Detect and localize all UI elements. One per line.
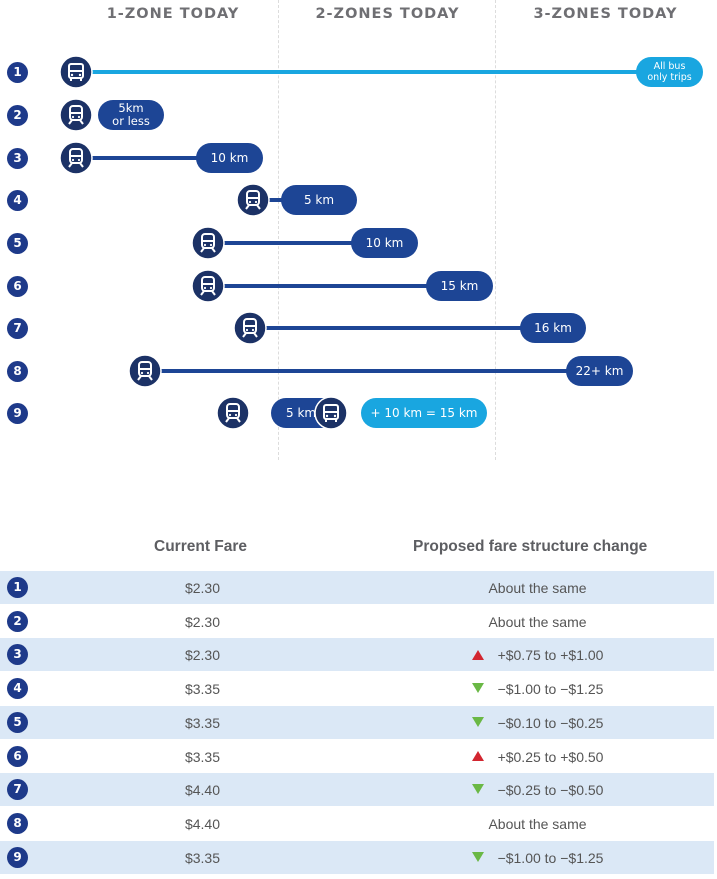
fare-change-cell: +$0.25 to +$0.50 xyxy=(360,749,715,765)
trip-number-badge: 3 xyxy=(7,644,28,666)
proposed-change-header: Proposed fare structure change xyxy=(413,538,648,555)
trip-number-badge: 2 xyxy=(7,105,28,126)
train-icon xyxy=(191,269,225,303)
train-icon xyxy=(59,98,93,132)
trip-number-badge: 9 xyxy=(7,403,28,424)
fare-change-cell: About the same xyxy=(360,614,715,630)
zone-header-2: 2-ZONES TODAY xyxy=(315,6,460,22)
trip-distance-pill: 5 km xyxy=(281,185,357,215)
trip-line xyxy=(76,70,640,74)
trip-number-badge: 5 xyxy=(7,233,28,254)
decrease-arrow-icon xyxy=(471,683,484,694)
trip-number-badge: 5 xyxy=(7,711,28,733)
current-fare-cell: $3.35 xyxy=(184,681,221,698)
fare-change-cell: −$0.10 to −$0.25 xyxy=(360,715,715,731)
current-fare-cell: $2.30 xyxy=(184,613,221,630)
zone-divider xyxy=(495,0,496,460)
trip-distance-pill: 15 km xyxy=(426,271,493,301)
current-fare-cell: $4.40 xyxy=(184,782,221,799)
train-icon xyxy=(59,141,93,175)
trip-line xyxy=(208,284,430,288)
table-row: 8 $4.40 About the same xyxy=(0,807,714,840)
trip-number-badge: 2 xyxy=(7,610,28,632)
table-row: 3 $2.30 +$0.75 to +$1.00 xyxy=(0,638,715,672)
trip-number-badge: 3 xyxy=(7,148,28,169)
trip-number-badge: 4 xyxy=(7,190,28,211)
trip-distance-pill: 10 km xyxy=(351,228,418,258)
current-fare-cell: $2.30 xyxy=(184,580,221,596)
trip-number-badge: 7 xyxy=(7,318,28,339)
trip-number-badge: 7 xyxy=(7,779,28,801)
train-icon xyxy=(233,311,267,345)
trip-line xyxy=(145,369,570,373)
zone-header-3: 3-ZONES TODAY xyxy=(533,6,678,22)
trip-number-badge: 8 xyxy=(7,361,28,382)
table-row: 6 $3.35 +$0.25 to +$0.50 xyxy=(0,740,714,773)
table-row: 7 $4.40 −$0.25 to −$0.50 xyxy=(0,773,715,807)
fare-change-text: −$0.25 to −$0.50 xyxy=(497,782,604,799)
fare-change-text: About the same xyxy=(488,613,587,630)
trip-distance-pill: 22+ km xyxy=(566,356,633,386)
fare-change-cell: −$0.25 to −$0.50 xyxy=(360,782,715,798)
fare-change-text: +$0.25 to +$0.50 xyxy=(497,748,604,765)
fare-change-cell: About the same xyxy=(360,816,715,832)
decrease-arrow-icon xyxy=(471,717,484,728)
table-row: 5 $3.35 −$0.10 to −$0.25 xyxy=(0,705,715,739)
trip-number-badge: 9 xyxy=(7,846,28,868)
table-row: 9 $3.35 −$1.00 to −$1.25 xyxy=(0,840,715,874)
current-fare-header: Current Fare xyxy=(154,538,248,555)
fare-change-text: About the same xyxy=(488,580,587,596)
trip-distance-pill: 5km or less xyxy=(98,100,164,130)
trip-distance-extra: + 10 km = 15 km xyxy=(361,398,487,428)
table-row: 1 $2.30 About the same xyxy=(0,571,714,604)
train-icon xyxy=(216,396,250,430)
current-fare-cell: $4.40 xyxy=(184,815,221,832)
decrease-arrow-icon xyxy=(471,784,484,795)
trip-distance-pill: 10 km xyxy=(196,143,263,173)
current-fare-cell: $2.30 xyxy=(184,647,221,664)
trip-distance-pill: All bus only trips xyxy=(636,57,703,87)
fare-change-cell: +$0.75 to +$1.00 xyxy=(360,647,715,663)
bus-icon xyxy=(59,55,93,89)
increase-arrow-icon xyxy=(471,649,484,660)
current-fare-cell: $3.35 xyxy=(184,748,221,765)
trip-distance-pill: 16 km xyxy=(520,313,586,343)
train-icon xyxy=(191,226,225,260)
trip-line xyxy=(76,156,200,160)
trip-number-badge: 8 xyxy=(7,812,28,834)
current-fare-cell: $3.35 xyxy=(184,849,221,866)
fare-change-cell: About the same xyxy=(360,580,715,596)
fare-change-text: −$1.00 to −$1.25 xyxy=(497,681,604,698)
train-icon xyxy=(236,183,270,217)
fare-change-text: −$0.10 to −$0.25 xyxy=(497,714,604,731)
trip-number-badge: 1 xyxy=(7,577,28,598)
fare-change-text: +$0.75 to +$1.00 xyxy=(497,647,604,664)
bus-icon xyxy=(314,396,348,430)
trip-line xyxy=(208,241,355,245)
fare-change-text: About the same xyxy=(488,815,587,832)
trip-number-badge: 6 xyxy=(7,745,28,767)
zone-header-1: 1-ZONE TODAY xyxy=(106,6,240,22)
table-row: 2 $2.30 About the same xyxy=(0,605,714,638)
trip-number-badge: 4 xyxy=(7,678,28,700)
increase-arrow-icon xyxy=(471,750,484,761)
trip-line xyxy=(250,326,524,330)
current-fare-cell: $3.35 xyxy=(184,714,221,731)
fare-change-text: −$1.00 to −$1.25 xyxy=(497,849,604,866)
fare-change-cell: −$1.00 to −$1.25 xyxy=(360,681,715,697)
train-icon xyxy=(128,354,162,388)
fare-change-cell: −$1.00 to −$1.25 xyxy=(360,850,715,866)
decrease-arrow-icon xyxy=(471,851,484,862)
table-row: 4 $3.35 −$1.00 to −$1.25 xyxy=(0,672,714,705)
trip-number-badge: 6 xyxy=(7,276,28,297)
zone-divider xyxy=(278,0,279,460)
trip-number-badge: 1 xyxy=(7,62,28,83)
